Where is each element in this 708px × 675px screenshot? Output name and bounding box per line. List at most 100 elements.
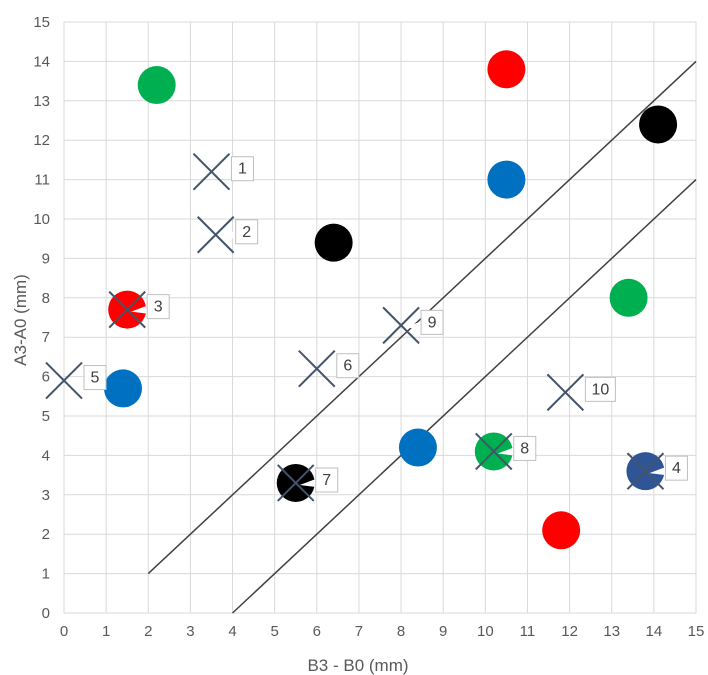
cross-marker [192, 153, 231, 191]
label-frame [513, 435, 537, 461]
x-tick-label: 9 [439, 623, 447, 640]
x-tick-label: 10 [477, 623, 494, 640]
data-label-box: 9 [405, 309, 444, 335]
y-tick-label: 11 [34, 172, 50, 189]
label-pointer [649, 467, 666, 476]
y-axis-title: A3-A0 (mm) [11, 274, 30, 366]
x-tick-label: 0 [60, 623, 68, 640]
x-tick-label: 11 [520, 623, 536, 640]
y-tick-label: 8 [42, 290, 50, 307]
y-tick-label: 13 [33, 93, 50, 110]
cross-marker [475, 432, 513, 471]
x-tick-label: 1 [102, 623, 110, 640]
cross-stroke [382, 306, 420, 345]
label-pointer [299, 478, 316, 487]
cross-stroke [192, 153, 231, 191]
label-frame [315, 467, 339, 493]
label-pointer [215, 167, 232, 176]
circle-marker [487, 160, 526, 199]
circle-marker [542, 511, 581, 550]
x-tick-label: 14 [646, 623, 663, 640]
cross-stroke [298, 350, 336, 388]
y-tick-label: 10 [33, 211, 50, 228]
y-tick-label: 6 [42, 369, 50, 386]
y-tick-label: 15 [33, 14, 50, 31]
circle-marker [137, 66, 176, 105]
circle-marker [639, 105, 678, 144]
label-pointer [68, 376, 84, 385]
cross-marker [546, 373, 585, 412]
y-tick-label: 0 [42, 605, 50, 622]
cross-stroke [277, 464, 315, 502]
data-label: 6 [343, 358, 352, 375]
data-label: 7 [322, 472, 331, 489]
data-label: 1 [238, 161, 247, 178]
cross-stroke [475, 432, 513, 471]
data-label-box: 4 [649, 455, 688, 481]
y-tick-label: 5 [42, 408, 50, 425]
x-tick-label: 2 [144, 623, 152, 640]
y-tick-label: 9 [42, 250, 50, 267]
data-label: 5 [91, 370, 100, 387]
x-axis-title: B3 - B0 (mm) [307, 656, 408, 675]
y-tick-label: 2 [42, 526, 50, 543]
cross-marker [382, 306, 420, 345]
data-label: 9 [428, 314, 437, 331]
data-label-box: 7 [299, 467, 339, 493]
data-label-box: 10 [569, 376, 616, 402]
x-tick-label: 15 [688, 623, 705, 640]
label-pointer [320, 364, 337, 373]
data-label: 2 [242, 224, 251, 241]
y-tick-label: 7 [42, 329, 50, 346]
cross-marker [277, 464, 315, 502]
reference-line [232, 179, 697, 614]
x-tick-label: 4 [228, 623, 236, 640]
x-tick-label: 6 [313, 623, 321, 640]
label-frame [420, 309, 444, 335]
circle-marker [487, 50, 526, 89]
cross-stroke [108, 290, 146, 329]
label-pointer [131, 305, 148, 314]
x-tick-label: 8 [397, 623, 405, 640]
circle-marker [314, 223, 353, 262]
marker-labels: 1 2 3 4 5 6 7 8 9 10 [68, 156, 688, 493]
label-frame [235, 219, 259, 245]
x-tick-label: 12 [561, 623, 578, 640]
circle-marker [398, 428, 437, 467]
x-tick-labels: 0 1 2 3 4 5 6 7 8 9 10 11 12 13 14 15 [60, 623, 705, 640]
y-tick-label: 12 [33, 132, 50, 149]
y-tick-label: 4 [42, 447, 50, 464]
label-pointer [405, 321, 422, 330]
x-tick-label: 7 [355, 623, 363, 640]
cross-marker [626, 452, 665, 490]
y-tick-label: 3 [42, 487, 50, 504]
data-label-box: 5 [68, 365, 107, 391]
label-pointer [219, 230, 236, 239]
y-tick-label: 14 [33, 53, 50, 70]
cross-marker [45, 361, 83, 400]
cross-stroke [626, 452, 665, 490]
cross-marker [298, 350, 336, 388]
x-tick-label: 3 [186, 623, 194, 640]
data-label: 10 [591, 381, 609, 398]
cross-markers [45, 153, 665, 502]
data-label: 3 [154, 299, 163, 316]
cross-marker [196, 216, 235, 254]
data-label: 8 [520, 440, 529, 457]
label-frame [230, 156, 254, 182]
x-tick-label: 5 [270, 623, 278, 640]
y-tick-label: 1 [42, 566, 50, 583]
data-label-box: 1 [215, 156, 254, 182]
data-label-box: 6 [320, 353, 360, 379]
label-frame [664, 455, 688, 481]
label-frame [584, 376, 616, 402]
label-frame [146, 294, 170, 320]
label-pointer [497, 447, 514, 456]
grid [63, 21, 697, 614]
cross-stroke [196, 216, 235, 254]
label-frame [336, 353, 360, 379]
data-label-box: 8 [497, 435, 537, 461]
label-pointer [569, 388, 586, 397]
